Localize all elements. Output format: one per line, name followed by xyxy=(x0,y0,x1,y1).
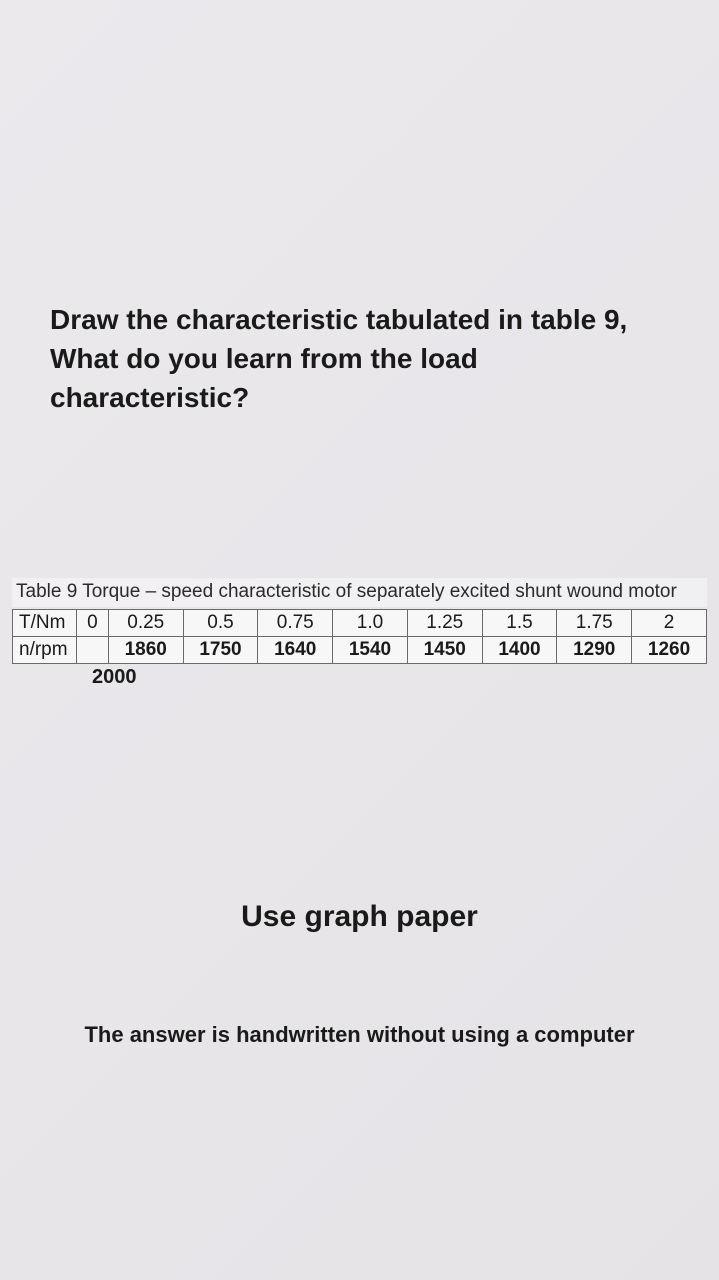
table-cell: 1860 xyxy=(108,636,183,663)
instruction-block: Use graph paper xyxy=(0,900,719,934)
table-cell xyxy=(77,636,109,663)
note-text: The answer is handwritten without using … xyxy=(60,1020,659,1051)
question-text: Draw the characteristic tabulated in tab… xyxy=(50,300,669,418)
table-caption: Table 9 Torque – speed characteristic of… xyxy=(12,578,707,607)
table-cell: 2 xyxy=(632,609,707,636)
table-cell: 1.0 xyxy=(333,609,408,636)
table-cell: 0.75 xyxy=(258,609,333,636)
row-header-torque: T/Nm xyxy=(13,609,77,636)
table-cell: 1.75 xyxy=(557,609,632,636)
table-cell: 0.5 xyxy=(183,609,258,636)
table-cell: 0 xyxy=(77,609,109,636)
table-cell: 1.5 xyxy=(482,609,557,636)
table-row: n/rpm 1860 1750 1640 1540 1450 1400 1290… xyxy=(13,636,707,663)
instruction-text: Use graph paper xyxy=(0,900,719,934)
table-cell: 1640 xyxy=(258,636,333,663)
table-cell: 1290 xyxy=(557,636,632,663)
question-block: Draw the characteristic tabulated in tab… xyxy=(50,300,669,418)
table-cell: 1.25 xyxy=(407,609,482,636)
table-cell: 1400 xyxy=(482,636,557,663)
table-row: T/Nm 0 0.25 0.5 0.75 1.0 1.25 1.5 1.75 2 xyxy=(13,609,707,636)
table-cell: 0.25 xyxy=(108,609,183,636)
table-cell: 1540 xyxy=(333,636,408,663)
row-header-speed: n/rpm xyxy=(13,636,77,663)
overflow-value: 2000 xyxy=(24,666,137,689)
note-block: The answer is handwritten without using … xyxy=(0,1020,719,1051)
table-cell: 1750 xyxy=(183,636,258,663)
table-block: Table 9 Torque – speed characteristic of… xyxy=(12,578,707,664)
table-cell: 1260 xyxy=(632,636,707,663)
table-cell: 1450 xyxy=(407,636,482,663)
data-table: T/Nm 0 0.25 0.5 0.75 1.0 1.25 1.5 1.75 2… xyxy=(12,609,707,664)
